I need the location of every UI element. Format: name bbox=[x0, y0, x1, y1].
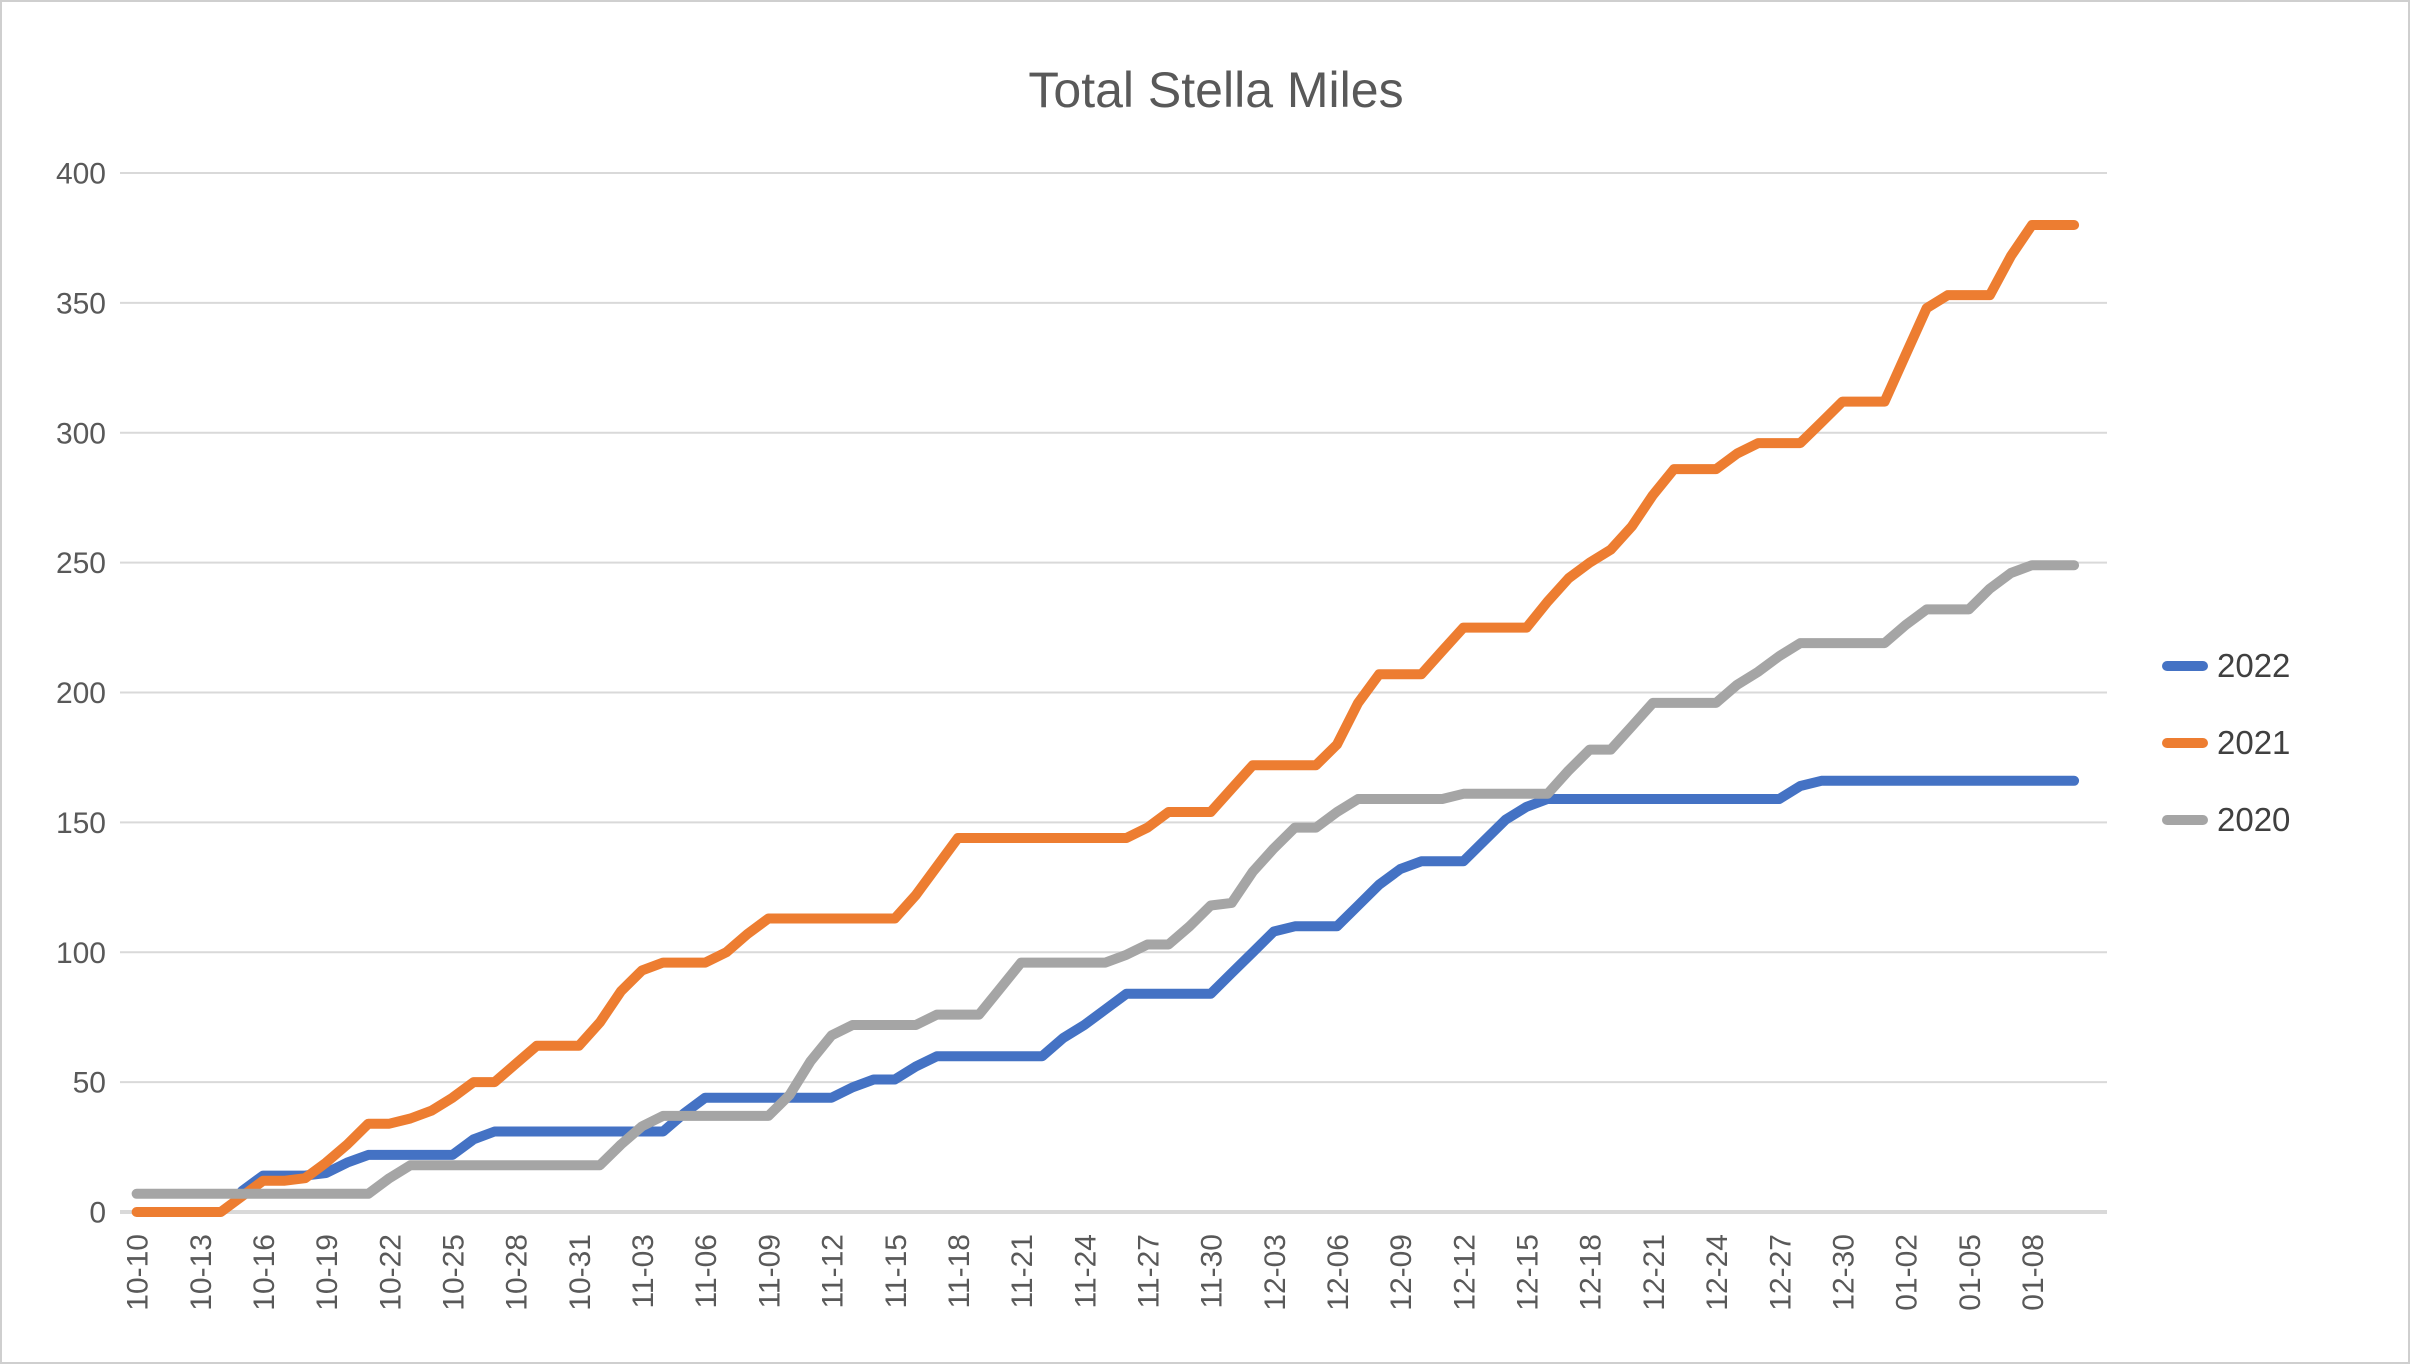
y-tick-label: 300 bbox=[56, 417, 106, 450]
x-tick-label: 01-08 bbox=[2017, 1234, 2050, 1311]
x-tick-label: 10-28 bbox=[501, 1234, 534, 1311]
series-lines bbox=[131, 220, 2080, 1217]
x-tick-label: 11-30 bbox=[1196, 1234, 1229, 1309]
y-tick-label: 0 bbox=[89, 1197, 106, 1230]
x-tick-label: 10-19 bbox=[311, 1234, 344, 1311]
x-tick-label: 11-24 bbox=[1069, 1234, 1102, 1309]
y-tick-label: 200 bbox=[56, 677, 106, 710]
series-line-2022[interactable] bbox=[236, 775, 2080, 1197]
chart-legend: 2022 2021 2020 bbox=[2162, 627, 2290, 858]
x-tick-label: 11-09 bbox=[753, 1234, 786, 1309]
y-tick-label: 250 bbox=[56, 547, 106, 580]
legend-label-2020: 2020 bbox=[2217, 801, 2291, 838]
legend-item-2022[interactable]: 2022 bbox=[2162, 627, 2290, 704]
x-tick-label: 12-03 bbox=[1259, 1234, 1292, 1311]
chart-title: Total Stella Miles bbox=[1028, 62, 1403, 118]
x-axis-labels: 10-10 10-13 10-16 10-19 10-22 10-25 10-28 10-31… bbox=[122, 1234, 2050, 1311]
x-tick-label: 12-24 bbox=[1701, 1234, 1734, 1311]
x-tick-label: 11-12 bbox=[817, 1234, 850, 1309]
x-tick-label: 11-18 bbox=[943, 1234, 976, 1309]
x-tick-label: 12-30 bbox=[1827, 1234, 1860, 1311]
x-tick-label: 12-12 bbox=[1448, 1234, 1481, 1311]
x-tick-label: 11-27 bbox=[1132, 1234, 1165, 1309]
x-tick-label: 11-06 bbox=[690, 1234, 723, 1309]
series-line-2020[interactable] bbox=[131, 560, 2080, 1199]
x-tick-label: 10-22 bbox=[374, 1234, 407, 1311]
x-tick-label: 12-15 bbox=[1512, 1234, 1545, 1311]
y-tick-label: 100 bbox=[56, 937, 106, 970]
x-tick-label: 12-18 bbox=[1575, 1234, 1608, 1311]
y-tick-label: 400 bbox=[56, 158, 106, 191]
x-tick-label: 10-10 bbox=[122, 1234, 155, 1311]
x-tick-label: 01-02 bbox=[1891, 1234, 1924, 1311]
x-tick-label: 12-09 bbox=[1385, 1234, 1418, 1311]
x-tick-label: 12-21 bbox=[1638, 1234, 1671, 1311]
x-tick-label: 10-31 bbox=[564, 1234, 597, 1311]
x-tick-label: 01-05 bbox=[1954, 1234, 1987, 1311]
y-tick-label: 350 bbox=[56, 287, 106, 320]
x-tick-label: 10-13 bbox=[185, 1234, 218, 1311]
x-tick-label: 12-06 bbox=[1322, 1234, 1355, 1311]
y-axis-labels: 0 50 100 150 200 250 300 350 400 bbox=[56, 158, 106, 1230]
x-tick-label: 11-15 bbox=[880, 1234, 913, 1309]
legend-swatch-2021 bbox=[2162, 737, 2208, 748]
legend-swatch-2022 bbox=[2162, 660, 2208, 671]
gridlines bbox=[120, 172, 2107, 1214]
x-tick-label: 10-16 bbox=[248, 1234, 281, 1311]
series-line-2021[interactable] bbox=[131, 220, 2080, 1217]
x-tick-label: 10-25 bbox=[438, 1234, 471, 1311]
x-tick-label: 12-27 bbox=[1764, 1234, 1797, 1311]
y-tick-label: 50 bbox=[73, 1067, 106, 1100]
x-tick-label: 11-03 bbox=[627, 1234, 660, 1309]
legend-label-2022: 2022 bbox=[2217, 647, 2291, 684]
legend-label-2021: 2021 bbox=[2217, 724, 2291, 761]
y-tick-label: 150 bbox=[56, 807, 106, 840]
legend-item-2021[interactable]: 2021 bbox=[2162, 704, 2290, 781]
x-tick-label: 11-21 bbox=[1006, 1234, 1039, 1309]
legend-item-2020[interactable]: 2020 bbox=[2162, 781, 2290, 858]
legend-swatch-2020 bbox=[2162, 814, 2208, 825]
